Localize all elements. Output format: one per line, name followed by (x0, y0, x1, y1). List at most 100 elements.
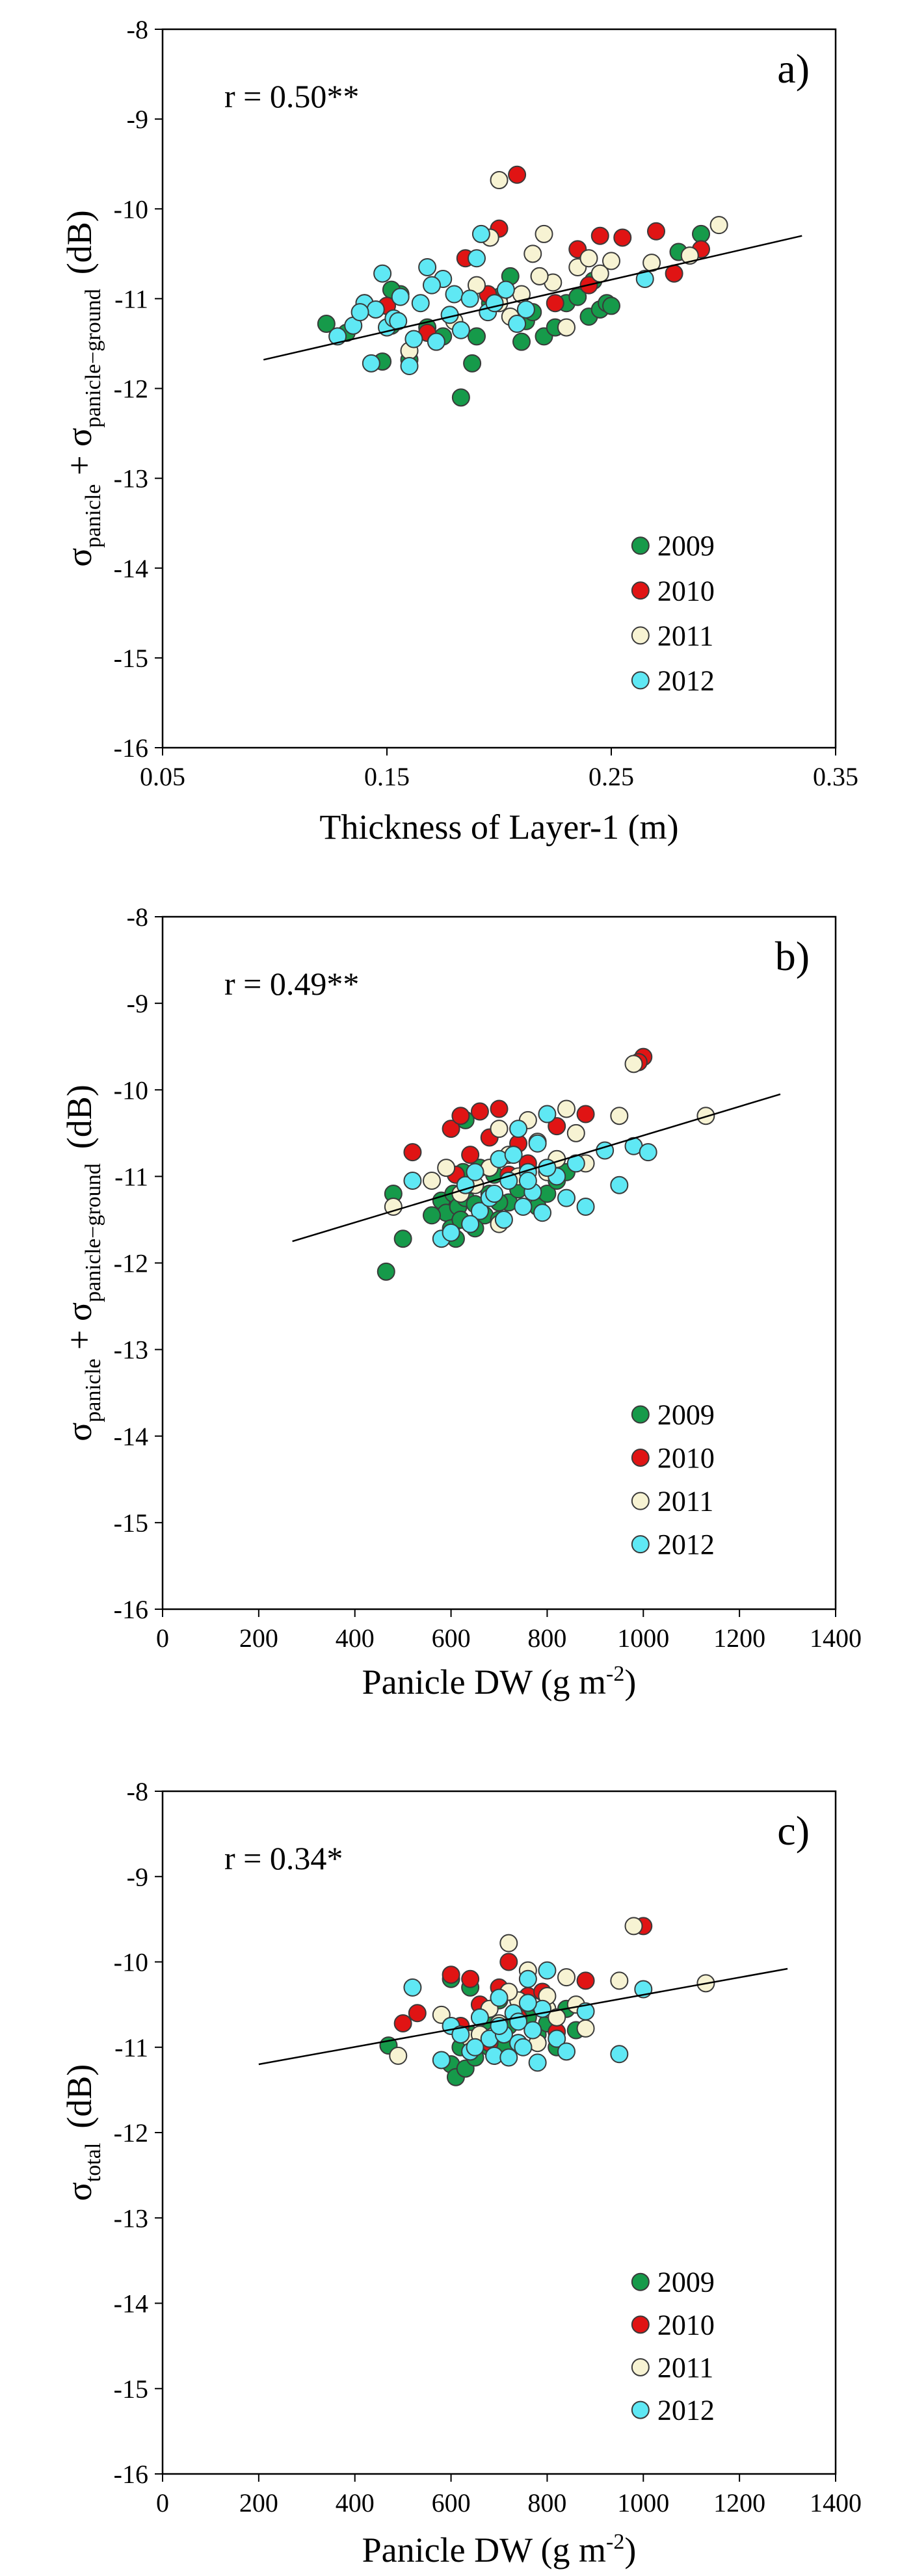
data-point (490, 1099, 509, 1118)
data-point (557, 1968, 576, 1987)
data-point (496, 280, 515, 299)
y-label-plus-symbol: + σ (60, 428, 99, 484)
data-point (499, 1952, 518, 1971)
legend-marker (631, 2272, 650, 2291)
legend-marker (631, 671, 650, 690)
data-point (328, 327, 347, 346)
data-point (490, 171, 509, 190)
data-point (576, 1197, 595, 1216)
y-tick-label: -13 (114, 2203, 148, 2233)
legend-marker (631, 1535, 650, 1554)
x-axis-label: Panicle DW (g m-2) (362, 2530, 637, 2569)
data-point (490, 1988, 509, 2007)
data-point (461, 1969, 480, 1988)
data-point (692, 224, 710, 243)
data-point (528, 2053, 547, 2072)
chart-panel-b: -16 -15 -14 -13 -12 -11 -10 -9 -8 0 200 400 600 800 10… (60, 902, 862, 1702)
data-point (518, 1172, 537, 1190)
data-point (557, 1189, 576, 1207)
data-point (403, 1143, 422, 1162)
y-tick-label: -12 (114, 2118, 148, 2148)
x-tick-label: 0 (156, 1623, 169, 1653)
y-tick-label: -16 (114, 733, 148, 763)
y-tick-label: -8 (127, 902, 148, 932)
data-point (317, 315, 336, 334)
data-point (490, 1120, 509, 1138)
data-point (518, 1993, 537, 2012)
data-point (528, 1134, 547, 1153)
legend-label: 2012 (657, 2395, 715, 2426)
data-point (408, 2004, 427, 2023)
data-point (576, 1971, 595, 1990)
legend-label: 2009 (657, 2267, 715, 2298)
data-point (403, 1978, 422, 1997)
data-point (557, 1099, 576, 1118)
y-label-unit: (dB) (60, 2064, 99, 2129)
x-axis-label: Panicle DW (g m-2) (362, 1662, 637, 1702)
data-point (533, 1203, 552, 1222)
y-label-subscript: panicle (81, 484, 105, 547)
y-label-unit: (dB) (60, 1084, 99, 1149)
legend: 2009 2010 2011 2012 (631, 530, 715, 696)
data-point (566, 1124, 585, 1142)
y-tick-label: -8 (127, 1777, 148, 1806)
y-label-plus-symbol: + σ (60, 1302, 99, 1359)
x-tick-label: 800 (527, 2488, 566, 2517)
x-tick-label: 800 (527, 1623, 566, 1653)
legend-label: 2009 (657, 1399, 715, 1430)
data-point (494, 1210, 513, 1229)
data-point (468, 327, 486, 346)
data-point (504, 1146, 523, 1164)
legend-marker (631, 536, 650, 555)
data-point (576, 2002, 595, 2021)
data-point (423, 276, 441, 295)
x-tick-label: 1000 (617, 1623, 669, 1653)
legend-marker (631, 581, 650, 600)
x-tick-label: 400 (336, 2488, 375, 2517)
correlation-annotation: r = 0.50** (224, 78, 359, 114)
y-tick-label: -9 (127, 989, 148, 1018)
data-point (442, 1223, 460, 1242)
legend-label: 2012 (657, 1529, 715, 1560)
legend-marker (631, 2315, 650, 2334)
x-tick-label: 200 (239, 1623, 278, 1653)
y-tick-label: -10 (114, 194, 148, 224)
y-tick-label: -13 (114, 464, 148, 493)
data-point (680, 246, 699, 265)
plot-frame (161, 1790, 837, 2475)
y-tick-label: -15 (114, 2374, 148, 2404)
x-axis-label-close: ) (624, 1663, 636, 1702)
data-point (538, 1105, 557, 1124)
y-label-subscript: total (81, 2143, 105, 2182)
data-point (400, 356, 419, 375)
y-tick-label: -15 (114, 644, 148, 673)
data-point (499, 2048, 518, 2067)
series-2010 (378, 165, 710, 342)
x-tick-label: 600 (432, 1623, 471, 1653)
x-tick-label: 1000 (617, 2488, 669, 2517)
data-point (579, 249, 598, 268)
data-point (485, 1185, 504, 1203)
data-point (404, 330, 423, 348)
x-tick-label: 600 (432, 2488, 471, 2517)
y-tick-label: -15 (114, 1508, 148, 1538)
panel-label: a) (777, 46, 810, 92)
data-point (576, 1105, 595, 1124)
data-point (624, 1917, 643, 1936)
data-point (468, 249, 486, 268)
y-label-symbol: σ (60, 2182, 99, 2201)
data-point (389, 2046, 408, 2065)
data-point (427, 332, 445, 351)
y-tick-label: -8 (127, 15, 148, 44)
data-point (485, 294, 504, 313)
data-point (610, 1176, 629, 1194)
data-point (351, 303, 369, 322)
data-point (568, 287, 587, 306)
data-point (432, 2051, 451, 2070)
legend-label: 2010 (657, 2309, 715, 2341)
y-axis-label: σtotal (dB) (60, 2064, 105, 2201)
data-point (530, 267, 549, 285)
y-label-symbol: σ (60, 1423, 99, 1441)
y-tick-label: -13 (114, 1335, 148, 1365)
data-point (423, 1206, 441, 1225)
